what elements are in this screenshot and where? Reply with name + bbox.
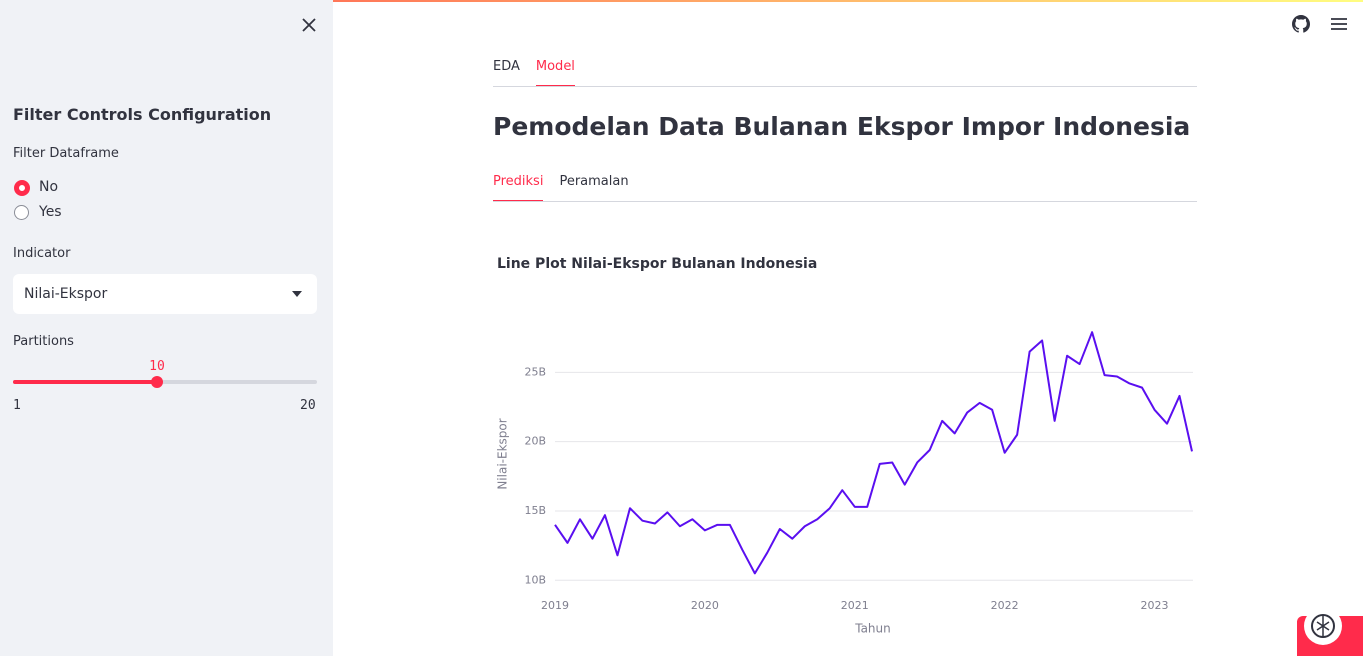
y-tick-label: 25B — [524, 365, 546, 378]
y-axis-label: Nilai-Ekspor — [496, 418, 510, 489]
x-tick-label: 2023 — [1141, 599, 1169, 612]
close-button[interactable] — [301, 17, 317, 33]
x-tick-label: 2020 — [691, 599, 719, 612]
chart: Line Plot Nilai-Ekspor Bulanan Indonesia… — [496, 256, 1193, 636]
assistant-icon — [1304, 607, 1342, 645]
indicator-label: Indicator — [13, 246, 71, 261]
tab[interactable]: Model — [535, 59, 575, 74]
select-value: Nilai-Ekspor — [24, 286, 108, 302]
tab[interactable]: Prediksi — [493, 174, 544, 189]
x-tick-label: 2022 — [991, 599, 1019, 612]
radio-label[interactable]: Yes — [39, 204, 62, 220]
select-arrow — [292, 291, 302, 297]
y-tick-label: 10B — [524, 573, 546, 586]
partitions-label: Partitions — [13, 334, 74, 349]
data-line — [554, 331, 1193, 575]
slider-max: 20 — [300, 398, 316, 413]
top-decoration — [0, 0, 1363, 2]
slider-min: 1 — [13, 398, 21, 413]
filter-label: Filter Dataframe — [13, 146, 119, 161]
y-tick-label: 20B — [524, 435, 546, 448]
select-box[interactable]: Nilai-Ekspor — [13, 274, 317, 314]
radio-label[interactable]: No — [39, 179, 59, 195]
x-axis-label: Tahun — [854, 622, 891, 636]
menu-icon[interactable] — [1330, 17, 1348, 31]
slider-value: 10 — [149, 359, 165, 374]
github-icon[interactable] — [1292, 15, 1310, 33]
x-tick-label: 2021 — [841, 599, 869, 612]
x-tick-label: 2019 — [541, 599, 569, 612]
floating-button[interactable] — [1297, 607, 1363, 656]
tab[interactable]: Peramalan — [559, 174, 629, 189]
slider-fill — [13, 380, 157, 384]
chart-title: Line Plot Nilai-Ekspor Bulanan Indonesia — [497, 256, 817, 272]
tab[interactable]: EDA — [493, 59, 520, 74]
slider-track[interactable] — [13, 380, 317, 384]
sidebar: Filter Controls Configuration Filter Dat… — [0, 0, 333, 656]
subtab-divider — [493, 201, 1197, 202]
sidebar-title: Filter Controls Configuration — [13, 105, 272, 124]
slider-thumb[interactable] — [151, 376, 163, 388]
y-tick-label: 15B — [524, 504, 546, 517]
page-title: Pemodelan Data Bulanan Ekspor Impor Indo… — [493, 112, 1191, 141]
tab-divider — [493, 86, 1197, 87]
radio-circle[interactable] — [14, 205, 29, 220]
radio-circle[interactable] — [14, 180, 30, 196]
